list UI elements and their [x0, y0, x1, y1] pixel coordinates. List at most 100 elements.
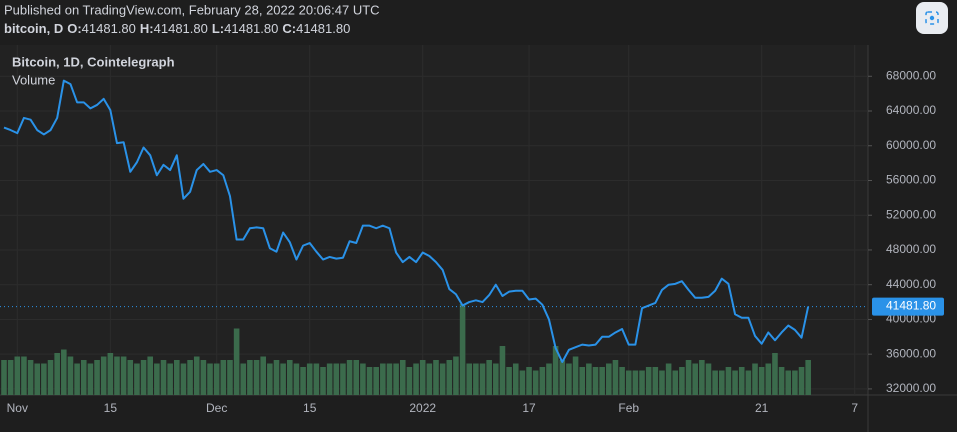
- volume-bar: [532, 370, 539, 395]
- volume-bar: [453, 356, 459, 395]
- volume-bar: [466, 363, 473, 395]
- volume-bar: [645, 367, 652, 395]
- volume-bar: [399, 360, 406, 395]
- volume-bar: [632, 370, 639, 395]
- axes: 32000.0036000.0040000.0044000.0048000.00…: [0, 54, 944, 415]
- y-tick-label: 48000.00: [886, 242, 936, 256]
- volume-bar: [725, 367, 732, 395]
- volume-bar: [433, 360, 439, 395]
- volume-bar: [306, 363, 313, 395]
- volume-bar: [778, 367, 785, 395]
- volume-bar: [606, 363, 612, 395]
- volume-bar: [685, 360, 692, 395]
- symbol: bitcoin, D: [4, 21, 63, 36]
- volume-bar: [87, 363, 94, 395]
- y-tick-label: 64000.00: [886, 103, 936, 117]
- volume-bar: [213, 363, 220, 395]
- volume-bar: [612, 360, 619, 395]
- volume-bar: [147, 356, 154, 395]
- volume-bar: [286, 360, 293, 395]
- volume-bar: [572, 356, 579, 395]
- volume-bar: [167, 363, 173, 395]
- volume-bar: [506, 367, 512, 395]
- volume-bar: [247, 360, 253, 395]
- volume-bar: [479, 363, 486, 395]
- volume-bar: [526, 367, 532, 395]
- volume-bar: [120, 356, 127, 395]
- volume-bar: [227, 360, 233, 395]
- volume-bar: [54, 353, 60, 395]
- volume-bar: [160, 360, 167, 395]
- volume-bar: [473, 363, 479, 395]
- volume-bar: [738, 367, 745, 395]
- snapshot-icon[interactable]: [925, 11, 939, 25]
- volume-bar: [7, 360, 14, 395]
- volume-bar: [300, 367, 306, 395]
- volume-bar: [393, 363, 399, 395]
- snapshot-icon[interactable]: [929, 15, 935, 21]
- volume-bar: [260, 356, 266, 395]
- y-tick-label: 52000.00: [886, 207, 936, 221]
- x-tick-label: Dec: [206, 401, 227, 415]
- volume-bar: [446, 360, 453, 395]
- volume-bar: [74, 363, 80, 395]
- volume-bar: [592, 367, 599, 395]
- volume-bar: [273, 360, 280, 395]
- last-price-box: [872, 297, 944, 316]
- volume-bar: [519, 370, 526, 395]
- volume-bar: [61, 349, 67, 395]
- y-tick-label: 56000.00: [886, 173, 936, 187]
- volume-bar: [193, 356, 200, 395]
- x-tick-label: 7: [851, 401, 858, 415]
- volume-bar: [80, 360, 87, 395]
- volume-bar: [134, 363, 140, 395]
- volume-bar: [326, 363, 333, 395]
- y-tick-label: 36000.00: [886, 346, 936, 360]
- volume-bar: [439, 363, 446, 395]
- volume-bar: [798, 367, 805, 395]
- volume-bar: [380, 363, 386, 395]
- ohlc-value: 41481.80: [82, 21, 136, 36]
- y-tick-label: 44000.00: [886, 277, 936, 291]
- x-tick-label: 15: [104, 401, 118, 415]
- snapshot-button[interactable]: [916, 2, 948, 34]
- volume-bar: [758, 367, 765, 395]
- volume-bar: [699, 360, 705, 395]
- volume-bar: [732, 370, 738, 395]
- volume-bar: [21, 356, 27, 395]
- volume-bar: [27, 360, 34, 395]
- volume-bar: [373, 367, 379, 395]
- legend-entry: Volume: [12, 72, 55, 87]
- volume-bar: [639, 370, 645, 395]
- volume-bar: [413, 363, 419, 395]
- price-line: [3, 79, 810, 363]
- volume-bar: [313, 363, 320, 395]
- volume-bar: [805, 360, 811, 395]
- volume-bar: [253, 360, 260, 395]
- volume-bar: [154, 363, 160, 395]
- volume-bar: [493, 363, 499, 395]
- ohlc-value: 41481.80: [224, 21, 278, 36]
- volume-bar: [114, 356, 120, 395]
- volume-bar: [293, 363, 300, 395]
- volume-bar: [672, 370, 679, 395]
- volume-bar: [765, 363, 772, 395]
- ohlc-key: H:: [140, 21, 154, 36]
- x-tick-label: 2022: [409, 401, 436, 415]
- volume-bar: [546, 363, 552, 395]
- volume-bar: [366, 367, 373, 395]
- volume-bar: [586, 363, 592, 395]
- volume-bar: [712, 370, 718, 395]
- volume-bar: [552, 346, 559, 395]
- y-tick-label: 32000.00: [886, 381, 936, 395]
- volume-bar: [140, 360, 147, 395]
- volume-bar: [207, 363, 213, 395]
- ohlc-key: O:: [67, 21, 81, 36]
- volume-bar: [792, 370, 798, 395]
- volume-bar: [340, 363, 346, 395]
- y-tick-label: 60000.00: [886, 138, 936, 152]
- volume-bar: [200, 360, 207, 395]
- volume-bar: [333, 363, 340, 395]
- volume-bar: [665, 363, 672, 395]
- volume-bar: [187, 360, 193, 395]
